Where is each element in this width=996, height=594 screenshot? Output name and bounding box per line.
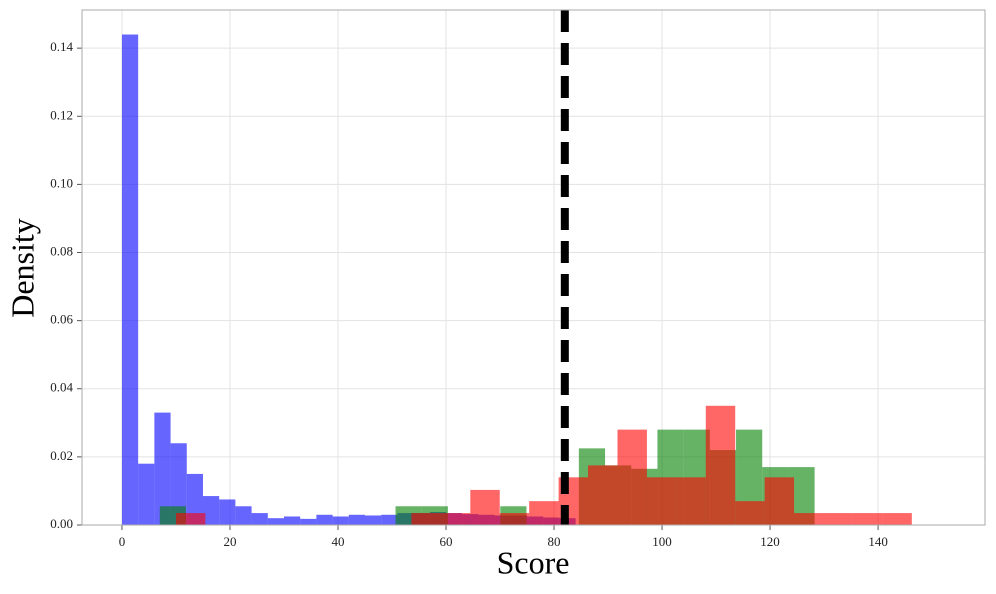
histogram-bar: [646, 477, 677, 525]
histogram-bar: [381, 514, 398, 525]
histogram-bar: [283, 516, 301, 525]
histogram-bar: [219, 499, 236, 525]
histogram-bar: [175, 513, 206, 525]
histogram-bar: [121, 34, 139, 526]
histogram-bar: [170, 443, 187, 525]
x-tick-label: 0: [119, 534, 126, 549]
histogram-bar: [332, 516, 349, 525]
y-tick-label: 0.06: [50, 312, 73, 327]
x-tick-label: 100: [652, 534, 672, 549]
y-tick-label: 0.14: [50, 39, 73, 54]
y-tick-label: 0.04: [50, 380, 73, 395]
histogram-bar: [411, 513, 441, 525]
y-tick-label: 0.12: [50, 107, 73, 122]
histogram-bar: [823, 513, 853, 525]
x-tick-label: 20: [223, 534, 236, 549]
histogram-bar: [348, 514, 365, 525]
histogram-bar: [440, 513, 471, 525]
histogram-bar: [138, 463, 155, 525]
histogram-bar: [882, 513, 912, 525]
x-axis-label: Score: [497, 544, 570, 580]
histogram-bar: [186, 473, 203, 525]
x-tick-label: 40: [331, 534, 344, 549]
x-tick-label: 140: [868, 534, 888, 549]
histogram-bar: [251, 513, 268, 525]
x-tick-label: 80: [548, 534, 561, 549]
histogram-bar: [764, 477, 795, 525]
histogram-bar: [499, 513, 530, 525]
histogram-bar: [705, 405, 736, 525]
y-tick-label: 0.10: [50, 175, 73, 190]
y-tick-label: 0.08: [50, 243, 73, 258]
histogram-bar: [794, 513, 824, 525]
plot-border: [81, 9, 986, 526]
histogram-bar: [235, 506, 252, 525]
histogram-bar: [735, 501, 765, 525]
x-tick-label: 60: [440, 534, 453, 549]
histogram-bar: [617, 429, 647, 525]
histogram-bar: [300, 518, 317, 525]
y-axis-label: Density: [4, 218, 40, 318]
histogram-bar: [267, 518, 284, 525]
y-tick-label: 0.00: [50, 516, 73, 531]
histogram-bar: [154, 412, 171, 525]
histogram-bar: [316, 514, 333, 525]
histogram-bar: [364, 515, 382, 525]
y-tick-label: 0.02: [50, 448, 73, 463]
histogram-bar: [852, 513, 883, 525]
histogram-bar: [470, 489, 500, 525]
histogram-bar: [529, 501, 559, 525]
histogram-bar: [202, 496, 220, 525]
histogram-bar: [588, 465, 618, 525]
histogram-bar: [676, 477, 706, 525]
x-tick-label: 120: [760, 534, 780, 549]
